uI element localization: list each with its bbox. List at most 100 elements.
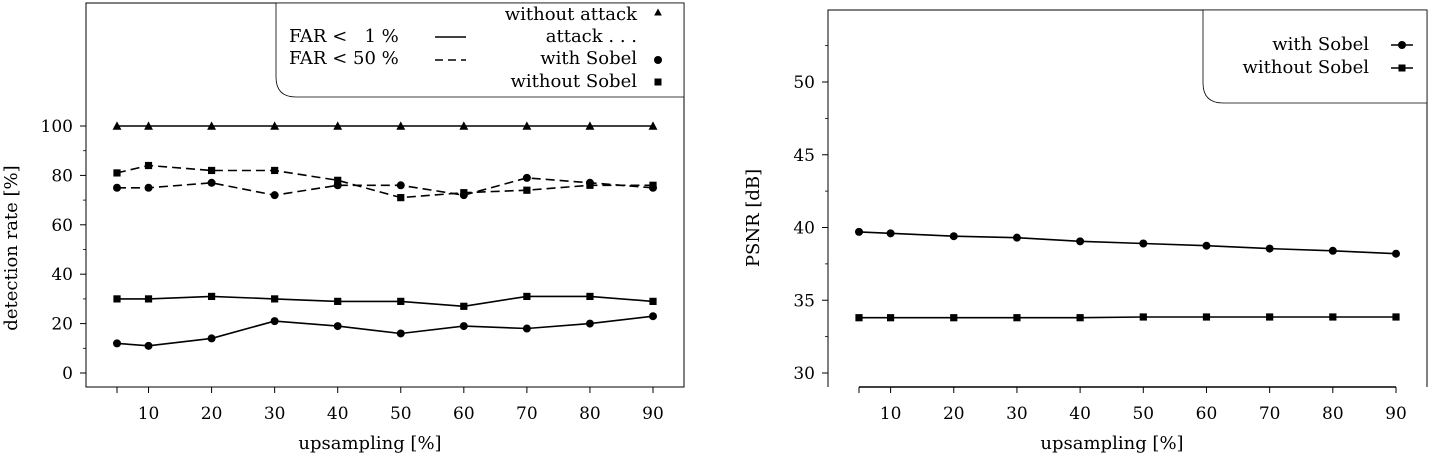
right-legend-circle-marker <box>1398 41 1406 49</box>
data-point-square <box>649 297 657 305</box>
data-point-circle <box>270 191 279 200</box>
right-x-axis-label: upsampling [%] <box>1040 433 1183 454</box>
left-x-axis-label: upsampling [%] <box>298 433 441 454</box>
data-point-circle <box>207 178 216 187</box>
data-point-circle <box>855 227 863 236</box>
left-axis-ticks: 10 20 30 40 50 60 70 80 90 0 20 40 60 80 100 <box>41 117 664 424</box>
x-tick-label: 60 <box>453 404 475 424</box>
data-point-square <box>649 181 657 189</box>
data-point-square <box>855 314 863 322</box>
y-tick-label: 50 <box>793 73 815 93</box>
data-point-square <box>460 189 468 197</box>
x-tick-label: 20 <box>943 404 965 424</box>
data-point-circle <box>144 183 153 192</box>
x-tick-label: 80 <box>1322 404 1344 424</box>
right-legend: with Sobel without Sobel <box>1202 9 1428 104</box>
data-point-triangle <box>270 121 280 130</box>
left-legend: without attack FAR < 1 % attack . . . FA… <box>275 2 685 98</box>
data-point-circle <box>1265 244 1274 253</box>
series-line <box>116 164 653 199</box>
y-tick-label: 60 <box>51 216 73 236</box>
left-legend-box <box>275 2 685 98</box>
data-point-square <box>113 169 121 177</box>
right-legend-box <box>1202 9 1428 104</box>
data-point-square <box>886 314 895 322</box>
right-y-axis-label: PSNR [dB] <box>743 169 764 267</box>
data-point-circle <box>1202 241 1211 250</box>
right-legend-square-marker <box>1398 64 1406 72</box>
data-point-square <box>334 297 342 305</box>
x-tick-label: 60 <box>1196 404 1218 424</box>
y-tick-label: 20 <box>51 315 73 335</box>
data-point-square <box>1139 313 1147 321</box>
x-tick-label: 10 <box>880 404 902 424</box>
y-tick-label: 40 <box>793 219 815 239</box>
legend-attack-label: attack . . . <box>546 26 637 47</box>
legend-far1-label: FAR < 1 % <box>289 26 399 47</box>
data-point-circle <box>949 232 958 241</box>
data-point-circle <box>585 319 594 328</box>
series-line <box>117 295 654 308</box>
x-tick-label: 10 <box>138 404 160 424</box>
x-tick-label: 40 <box>1069 404 1091 424</box>
right-legend-with-sobel-label: with Sobel <box>1272 34 1369 55</box>
data-point-square <box>586 292 594 301</box>
series-line <box>858 231 1397 255</box>
legend-triangle-marker <box>654 8 662 16</box>
data-point-square <box>271 295 279 303</box>
data-point-circle <box>113 183 121 192</box>
data-point-triangle <box>522 121 532 130</box>
data-point-square <box>523 292 531 301</box>
data-point-circle <box>1012 233 1021 242</box>
data-point-circle <box>1139 239 1148 248</box>
y-tick-label: 100 <box>41 117 73 137</box>
data-point-square <box>207 292 216 301</box>
series-line <box>117 177 654 197</box>
data-point-square <box>397 194 405 202</box>
x-tick-label: 50 <box>1132 404 1154 424</box>
right-legend-without-sobel-label: without Sobel <box>1243 57 1370 78</box>
series-without-attack-solid <box>112 121 658 130</box>
series-line <box>859 316 1396 319</box>
data-point-square <box>523 186 531 194</box>
data-point-circle <box>1328 246 1337 255</box>
data-point-circle <box>270 317 279 326</box>
data-point-circle <box>522 173 531 182</box>
x-tick-label: 50 <box>390 404 412 424</box>
data-point-triangle <box>333 121 343 130</box>
data-point-square <box>950 314 958 322</box>
data-point-square <box>1329 313 1337 321</box>
data-point-triangle <box>459 121 469 130</box>
y-tick-label: 40 <box>51 265 73 285</box>
data-point-square <box>144 161 153 170</box>
right-plot-frame <box>827 9 1428 387</box>
x-tick-label: 20 <box>201 404 223 424</box>
series-with-sobel-dashed <box>113 173 657 200</box>
left-series-group <box>112 121 658 350</box>
data-point-square <box>460 302 468 310</box>
data-point-triangle <box>585 121 595 130</box>
data-point-circle <box>1076 237 1085 246</box>
data-point-square <box>586 181 594 189</box>
legend-without-attack-label: without attack <box>505 4 638 25</box>
x-tick-label: 30 <box>264 404 286 424</box>
legend-square-marker <box>654 78 662 86</box>
x-tick-label: 90 <box>642 404 664 424</box>
detection-rate-chart: 10 20 30 40 50 60 70 80 90 0 20 40 60 80 100 upsamplin… <box>1 2 685 454</box>
series-without-sobel-solid <box>113 292 657 310</box>
data-point-triangle <box>648 121 658 130</box>
data-point-triangle <box>144 121 153 130</box>
y-tick-label: 35 <box>793 291 815 311</box>
data-point-circle <box>207 334 216 343</box>
x-tick-label: 80 <box>579 404 601 424</box>
data-point-circle <box>459 322 468 331</box>
legend-without-sobel-label: without Sobel <box>511 71 638 92</box>
data-point-circle <box>886 229 895 238</box>
left-y-axis-label: detection rate [%] <box>1 165 22 330</box>
y-tick-label: 80 <box>51 166 73 186</box>
y-tick-label: 30 <box>793 364 815 384</box>
data-point-square <box>113 295 121 303</box>
x-tick-label: 40 <box>327 404 349 424</box>
series-with-sobel-solid <box>855 227 1400 258</box>
